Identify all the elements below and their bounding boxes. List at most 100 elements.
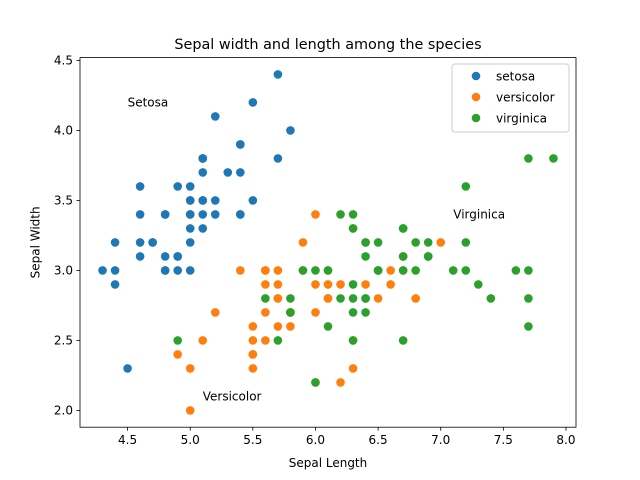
versicolor-point <box>273 294 283 303</box>
setosa-point <box>185 210 195 219</box>
setosa-point <box>198 210 208 219</box>
setosa-point <box>198 168 208 177</box>
virginica-point <box>261 294 270 303</box>
x-tick-label: 8.0 <box>556 433 575 447</box>
versicolor-point <box>273 266 283 275</box>
virginica-point <box>423 238 433 247</box>
virginica-point <box>448 266 458 275</box>
virginica-point <box>411 266 420 275</box>
setosa-point <box>198 154 208 163</box>
virginica-point <box>336 210 345 219</box>
versicolor-point <box>210 308 220 317</box>
setosa-point <box>185 196 195 205</box>
virginica-point <box>524 266 533 275</box>
virginica-point <box>411 238 420 247</box>
y-tick-label: 2.0 <box>54 404 73 418</box>
virginica-point <box>373 238 383 247</box>
versicolor-point <box>185 406 195 415</box>
setosa-point <box>185 224 195 233</box>
setosa-point <box>160 266 170 275</box>
versicolor-point <box>198 336 208 345</box>
setosa-point <box>236 140 245 149</box>
versicolor-point <box>411 294 420 303</box>
versicolor-point <box>386 280 395 289</box>
setosa-point <box>160 210 170 219</box>
x-tick-label: 4.5 <box>118 433 137 447</box>
setosa-point <box>135 238 145 247</box>
annotation-versicolor: Versicolor <box>203 390 262 404</box>
virginica-point <box>311 266 320 275</box>
y-tick-label: 4.0 <box>54 124 73 138</box>
versicolor-point <box>261 266 270 275</box>
setosa-point <box>210 112 220 121</box>
versicolor-point <box>348 364 358 373</box>
legend-marker-versicolor <box>471 92 481 102</box>
setosa-point <box>236 210 245 219</box>
legend-label-setosa: setosa <box>496 69 535 83</box>
versicolor-point <box>311 210 320 219</box>
virginica-point <box>361 294 370 303</box>
versicolor-point <box>273 280 283 289</box>
virginica-point <box>524 322 533 331</box>
virginica-point <box>511 266 521 275</box>
virginica-point <box>361 252 370 261</box>
setosa-point <box>210 196 220 205</box>
setosa-point <box>148 238 157 247</box>
setosa-point <box>160 252 170 261</box>
versicolor-point <box>261 336 270 345</box>
versicolor-point <box>273 322 283 331</box>
versicolor-point <box>248 364 258 373</box>
legend-marker-setosa <box>471 71 481 81</box>
y-tick-label: 3.5 <box>54 194 73 208</box>
versicolor-point <box>286 322 295 331</box>
x-tick-label: 7.5 <box>494 433 513 447</box>
setosa-point <box>135 210 145 219</box>
legend-label-virginica: virginica <box>496 111 547 125</box>
virginica-point <box>361 238 370 247</box>
setosa-point <box>210 210 220 219</box>
legend-marker-virginica <box>471 113 481 123</box>
y-axis: 2.0 2.5 3.0 3.5 4.0 4.5 <box>54 54 80 418</box>
versicolor-point <box>261 280 270 289</box>
setosa-point <box>185 182 195 191</box>
y-tick-label: 4.5 <box>54 54 73 68</box>
setosa-point <box>286 126 295 135</box>
versicolor-point <box>323 294 333 303</box>
virginica-point <box>398 224 408 233</box>
virginica-point <box>348 294 358 303</box>
versicolor-point <box>311 308 320 317</box>
x-axis: 4.5 5.0 5.5 6.0 6.5 7.0 7.5 8.0 <box>118 427 576 447</box>
setosa-point <box>173 182 182 191</box>
plot-frame <box>79 57 577 428</box>
x-tick-label: 5.5 <box>243 433 262 447</box>
x-tick-label: 6.0 <box>306 433 325 447</box>
setosa-point <box>98 266 107 275</box>
versicolor-point <box>361 280 370 289</box>
setosa-point <box>110 266 120 275</box>
setosa-point <box>248 98 258 107</box>
y-tick-label: 2.5 <box>54 334 73 348</box>
virginica-point <box>474 280 483 289</box>
virginica-point <box>461 266 471 275</box>
annotation-virginica: Virginica <box>453 208 505 222</box>
virginica-point <box>398 336 408 345</box>
setosa-point <box>223 168 233 177</box>
setosa-point <box>185 238 195 247</box>
versicolor-point <box>386 266 395 275</box>
x-tick-label: 7.0 <box>431 433 450 447</box>
virginica-point <box>373 266 383 275</box>
virginica-point <box>461 238 471 247</box>
x-tick-label: 5.0 <box>181 433 200 447</box>
virginica-point <box>273 336 283 345</box>
legend-label-versicolor: versicolor <box>496 90 555 104</box>
versicolor-point <box>298 238 308 247</box>
versicolor-point <box>248 350 258 359</box>
series-virginica <box>173 154 558 387</box>
x-tick-label: 6.5 <box>369 433 388 447</box>
chart-title: Sepal width and length among the species <box>174 37 481 53</box>
virginica-point <box>398 266 408 275</box>
virginica-point <box>336 294 345 303</box>
versicolor-point <box>336 378 345 387</box>
y-tick-label: 3.0 <box>54 264 73 278</box>
